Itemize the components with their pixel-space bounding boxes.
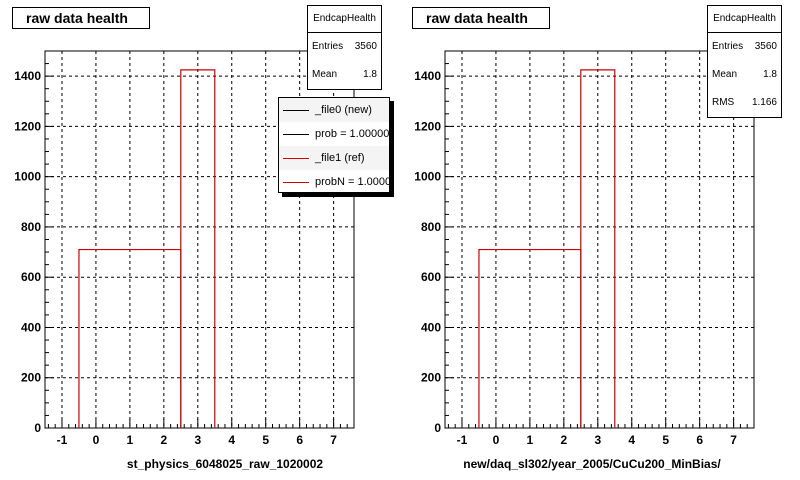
legend-label: probN = 1.000000	[315, 176, 390, 188]
y-tick-label: 800	[421, 220, 441, 234]
y-tick-label: 800	[21, 220, 41, 234]
legend-label: prob = 1.000000	[315, 128, 390, 140]
y-tick-label: 1400	[414, 69, 441, 83]
x-tick-label: 4	[628, 433, 635, 447]
stats-value: 3560	[354, 41, 377, 52]
x-tick-label: 7	[730, 433, 737, 447]
x-tick-label: -1	[457, 433, 468, 447]
x-tick-label: 6	[696, 433, 703, 447]
stats-value: 1.166	[751, 97, 777, 108]
stats-box-right: EndcapHealth Entries 3560 Mean 1.8 RMS 1…	[707, 5, 782, 118]
x-tick-label: 7	[330, 433, 337, 447]
stats-value: 3560	[754, 41, 777, 52]
legend-entry: probN = 1.000000	[279, 170, 390, 192]
x-tick-label: 5	[662, 433, 669, 447]
legend-label: _file0 (new)	[315, 104, 372, 116]
stats-row: RMS 1.166	[708, 89, 781, 117]
y-tick-label: 0	[434, 421, 441, 435]
x-tick-label: 3	[194, 433, 201, 447]
y-tick-label: 1400	[14, 69, 41, 83]
legend-entry: _file0 (new)	[279, 98, 389, 122]
x-axis-label-right: new/daq_sl302/year_2005/CuCu200_MinBias/	[463, 457, 721, 471]
stats-row: Mean 1.8	[708, 61, 781, 89]
x-tick-label: 1	[127, 433, 134, 447]
x-tick-label: 5	[262, 433, 269, 447]
legend-entry: _file1 (ref)	[279, 146, 389, 170]
y-tick-label: 200	[21, 371, 41, 385]
stats-label: Mean	[712, 69, 738, 80]
x-tick-label: 2	[161, 433, 168, 447]
y-tick-label: 600	[21, 270, 41, 284]
y-tick-label: 400	[421, 320, 441, 334]
stats-row: Entries 3560	[708, 33, 781, 61]
x-tick-label: 3	[594, 433, 601, 447]
histogram-bin	[580, 69, 616, 428]
legend-entry: prob = 1.000000	[279, 122, 389, 146]
y-tick-label: 200	[421, 371, 441, 385]
x-tick-label: 0	[493, 433, 500, 447]
histogram-bin	[180, 69, 216, 428]
stats-row: Mean 1.8	[308, 61, 381, 89]
legend-line-icon	[283, 133, 309, 135]
x-tick-label: 1	[527, 433, 534, 447]
x-tick-label: 4	[228, 433, 235, 447]
stats-value: 1.8	[363, 69, 377, 80]
y-tick-label: 600	[421, 270, 441, 284]
x-tick-label: 0	[93, 433, 100, 447]
y-tick-label: 400	[21, 320, 41, 334]
y-tick-label: 1200	[14, 119, 41, 133]
x-tick-label: 6	[296, 433, 303, 447]
legend-line-icon	[283, 181, 309, 183]
y-tick-label: 0	[34, 421, 41, 435]
legend-label: _file1 (ref)	[315, 152, 365, 164]
stats-header-left: EndcapHealth	[308, 6, 381, 33]
stats-box-left: EndcapHealth Entries 3560 Mean 1.8	[307, 5, 382, 90]
x-axis-label-left: st_physics_6048025_raw_1020002	[126, 457, 324, 471]
x-tick-label: -1	[57, 433, 68, 447]
stats-header-right: EndcapHealth	[708, 6, 781, 33]
legend-line-icon	[283, 157, 309, 159]
x-tick-label: 2	[561, 433, 568, 447]
y-tick-label: 1200	[414, 119, 441, 133]
y-tick-label: 1000	[414, 170, 441, 184]
legend-left: _file0 (new) prob = 1.000000 _file1 (ref…	[278, 97, 390, 193]
stats-label: Entries	[712, 41, 744, 52]
chart-title-left: raw data health	[12, 7, 150, 29]
stats-label: RMS	[712, 97, 735, 108]
chart-title-right: raw data health	[412, 7, 550, 29]
legend-line-icon	[283, 109, 309, 111]
y-tick-label: 1000	[14, 170, 41, 184]
stats-label: Mean	[312, 69, 338, 80]
stats-label: Entries	[312, 41, 344, 52]
stats-value: 1.8	[763, 69, 777, 80]
stats-row: Entries 3560	[308, 33, 381, 61]
